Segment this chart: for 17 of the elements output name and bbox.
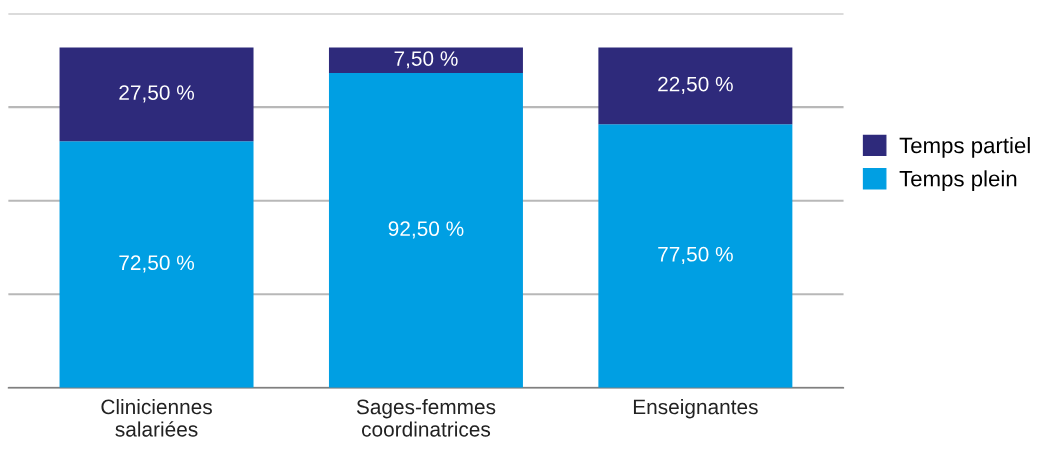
- legend-label: Temps partiel: [899, 136, 1030, 158]
- data-label: 7,50 %: [394, 51, 458, 69]
- bar: [598, 47, 793, 125]
- data-label: 92,50 %: [388, 221, 464, 239]
- legend-label: Temps plein: [899, 170, 1017, 191]
- bar: [59, 141, 254, 388]
- x-tick-label: Cliniciennes salariées: [101, 398, 212, 437]
- bar: [598, 124, 793, 388]
- bar: [59, 47, 254, 142]
- data-label: 72,50 %: [119, 255, 195, 273]
- x-tick-label: Sages-femmes coordinatrices: [356, 398, 496, 437]
- data-label: 22,50 %: [658, 76, 733, 94]
- bar: [328, 47, 523, 74]
- bar: [328, 73, 523, 388]
- data-label: 27,50 %: [119, 85, 195, 103]
- x-tick-label: Enseignantes: [633, 398, 758, 419]
- data-label: 77,50 %: [658, 246, 733, 265]
